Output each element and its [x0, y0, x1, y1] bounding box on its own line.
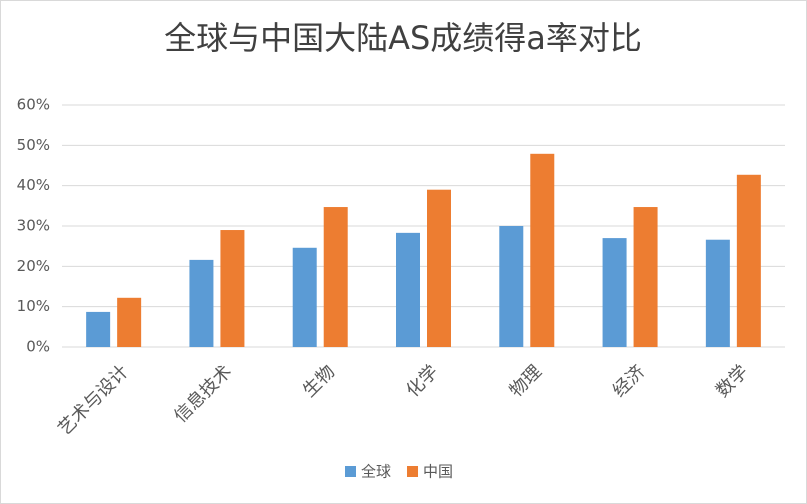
- bar: [396, 232, 420, 347]
- y-tick-label: 30%: [17, 217, 50, 235]
- y-tick-label: 50%: [17, 136, 50, 154]
- legend-swatch: [407, 466, 419, 477]
- bar: [189, 259, 214, 347]
- y-tick-label: 40%: [17, 176, 50, 194]
- bar: [323, 207, 348, 347]
- bar: [117, 297, 142, 347]
- bar: [499, 226, 524, 347]
- bar: [427, 189, 451, 347]
- y-tick-label: 10%: [17, 297, 50, 315]
- bar: [292, 247, 317, 347]
- bar: [602, 238, 627, 347]
- y-tick-label: 20%: [17, 257, 50, 275]
- bar: [705, 239, 730, 347]
- bar: [530, 153, 555, 347]
- y-tick-label: 0%: [26, 338, 50, 356]
- y-tick-label: 60%: [17, 96, 50, 114]
- legend-label: 中国: [423, 463, 453, 481]
- legend-label: 全球: [361, 463, 391, 481]
- bar: [86, 311, 111, 347]
- legend-swatch: [345, 466, 356, 477]
- bar: [736, 174, 761, 347]
- bar: [633, 207, 658, 347]
- chart-title: 全球与中国大陆AS成绩得a率对比: [164, 19, 642, 57]
- bar: [220, 230, 245, 347]
